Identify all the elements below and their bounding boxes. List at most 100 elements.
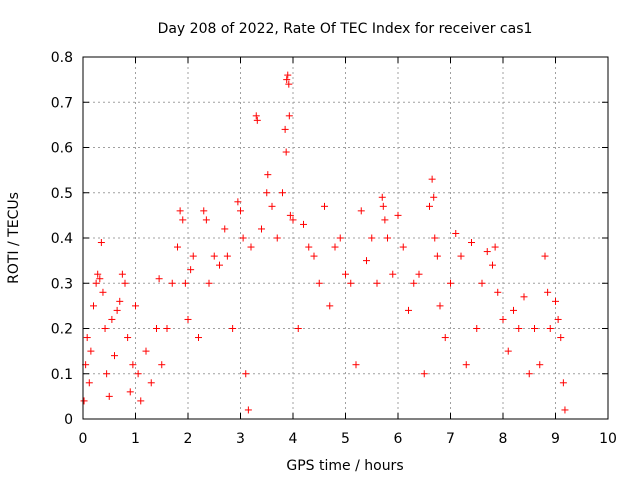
chart-title: Day 208 of 2022, Rate Of TEC Index for r… bbox=[158, 21, 533, 37]
data-point bbox=[430, 193, 438, 201]
data-point bbox=[491, 243, 499, 251]
data-point bbox=[221, 225, 229, 233]
data-point bbox=[428, 175, 436, 183]
data-point bbox=[263, 189, 271, 197]
data-point bbox=[336, 234, 344, 242]
data-point bbox=[559, 379, 567, 387]
x-tick-label: 3 bbox=[236, 431, 245, 447]
data-point bbox=[111, 352, 118, 360]
data-point bbox=[216, 261, 223, 269]
data-point bbox=[520, 293, 528, 301]
data-point bbox=[187, 266, 195, 274]
data-point bbox=[83, 334, 91, 342]
data-point bbox=[116, 297, 124, 305]
y-tick-label: 0.4 bbox=[51, 231, 73, 247]
data-point bbox=[181, 279, 189, 287]
y-tick-label: 0.2 bbox=[51, 322, 73, 338]
data-point bbox=[253, 116, 261, 124]
data-point bbox=[544, 288, 552, 296]
y-tick-label: 0.1 bbox=[51, 367, 73, 383]
data-point bbox=[294, 325, 302, 332]
data-point bbox=[326, 302, 334, 310]
data-point bbox=[174, 243, 181, 251]
data-points bbox=[80, 71, 569, 414]
data-point bbox=[447, 279, 454, 287]
data-point bbox=[352, 361, 360, 369]
grid-lines bbox=[83, 57, 608, 419]
data-point bbox=[279, 189, 286, 197]
data-point bbox=[268, 202, 276, 210]
data-point bbox=[264, 171, 272, 179]
data-point bbox=[289, 216, 297, 224]
x-tick-label: 10 bbox=[599, 431, 617, 447]
data-point bbox=[378, 193, 386, 201]
data-point bbox=[244, 406, 252, 414]
data-point bbox=[282, 148, 290, 156]
data-point bbox=[310, 252, 318, 260]
data-point bbox=[126, 388, 134, 396]
data-point bbox=[99, 288, 107, 296]
data-point bbox=[561, 406, 569, 414]
data-point bbox=[195, 334, 202, 342]
data-point bbox=[420, 370, 428, 378]
x-tick-label: 5 bbox=[341, 431, 350, 447]
data-point bbox=[373, 279, 381, 287]
data-point bbox=[499, 315, 507, 323]
data-point bbox=[384, 234, 391, 242]
data-point bbox=[557, 334, 565, 342]
data-point bbox=[103, 370, 111, 378]
data-point bbox=[202, 216, 210, 224]
x-tick-label: 9 bbox=[551, 431, 560, 447]
data-point bbox=[389, 270, 397, 278]
x-tick-label: 0 bbox=[79, 431, 88, 447]
data-point bbox=[108, 315, 116, 323]
data-point bbox=[258, 225, 265, 233]
data-point bbox=[368, 234, 376, 242]
x-tick-label: 4 bbox=[289, 431, 298, 447]
data-point bbox=[94, 270, 102, 278]
data-point bbox=[457, 252, 465, 260]
data-point bbox=[399, 243, 407, 251]
data-point bbox=[283, 76, 291, 84]
data-point bbox=[436, 302, 444, 310]
data-point bbox=[205, 279, 213, 287]
x-axis-label: GPS time / hours bbox=[286, 458, 403, 474]
data-point bbox=[87, 347, 95, 355]
data-point bbox=[80, 397, 88, 405]
data-point bbox=[90, 302, 97, 310]
data-point bbox=[315, 279, 323, 287]
x-tick-labels: 0 1 2 3 4 5 6 7 8 9 10 bbox=[79, 431, 617, 447]
data-point bbox=[510, 306, 517, 314]
data-point bbox=[242, 370, 250, 378]
data-point bbox=[300, 220, 307, 228]
data-point bbox=[546, 325, 554, 332]
data-point bbox=[158, 361, 166, 369]
data-point bbox=[124, 334, 132, 342]
data-point bbox=[321, 202, 328, 210]
data-point bbox=[281, 125, 289, 133]
data-point bbox=[347, 279, 355, 287]
data-point bbox=[134, 370, 142, 378]
data-point bbox=[552, 297, 559, 305]
data-point bbox=[137, 397, 145, 405]
data-point bbox=[179, 216, 187, 224]
data-point bbox=[96, 275, 104, 283]
data-point bbox=[494, 288, 502, 296]
data-point bbox=[363, 257, 370, 265]
data-point bbox=[286, 211, 294, 219]
data-point bbox=[431, 234, 439, 242]
data-point bbox=[379, 202, 387, 210]
data-point bbox=[394, 211, 402, 219]
data-point bbox=[426, 202, 433, 210]
axis-ticks bbox=[82, 56, 609, 420]
data-point bbox=[239, 234, 247, 242]
y-tick-label: 0 bbox=[64, 412, 73, 428]
data-point bbox=[168, 279, 176, 287]
data-point bbox=[342, 270, 349, 278]
data-point bbox=[504, 347, 512, 355]
data-point bbox=[200, 207, 208, 215]
data-point bbox=[147, 379, 155, 387]
data-point bbox=[163, 325, 171, 332]
y-axis-label: ROTI / TECUs bbox=[6, 192, 22, 284]
data-point bbox=[410, 279, 418, 287]
